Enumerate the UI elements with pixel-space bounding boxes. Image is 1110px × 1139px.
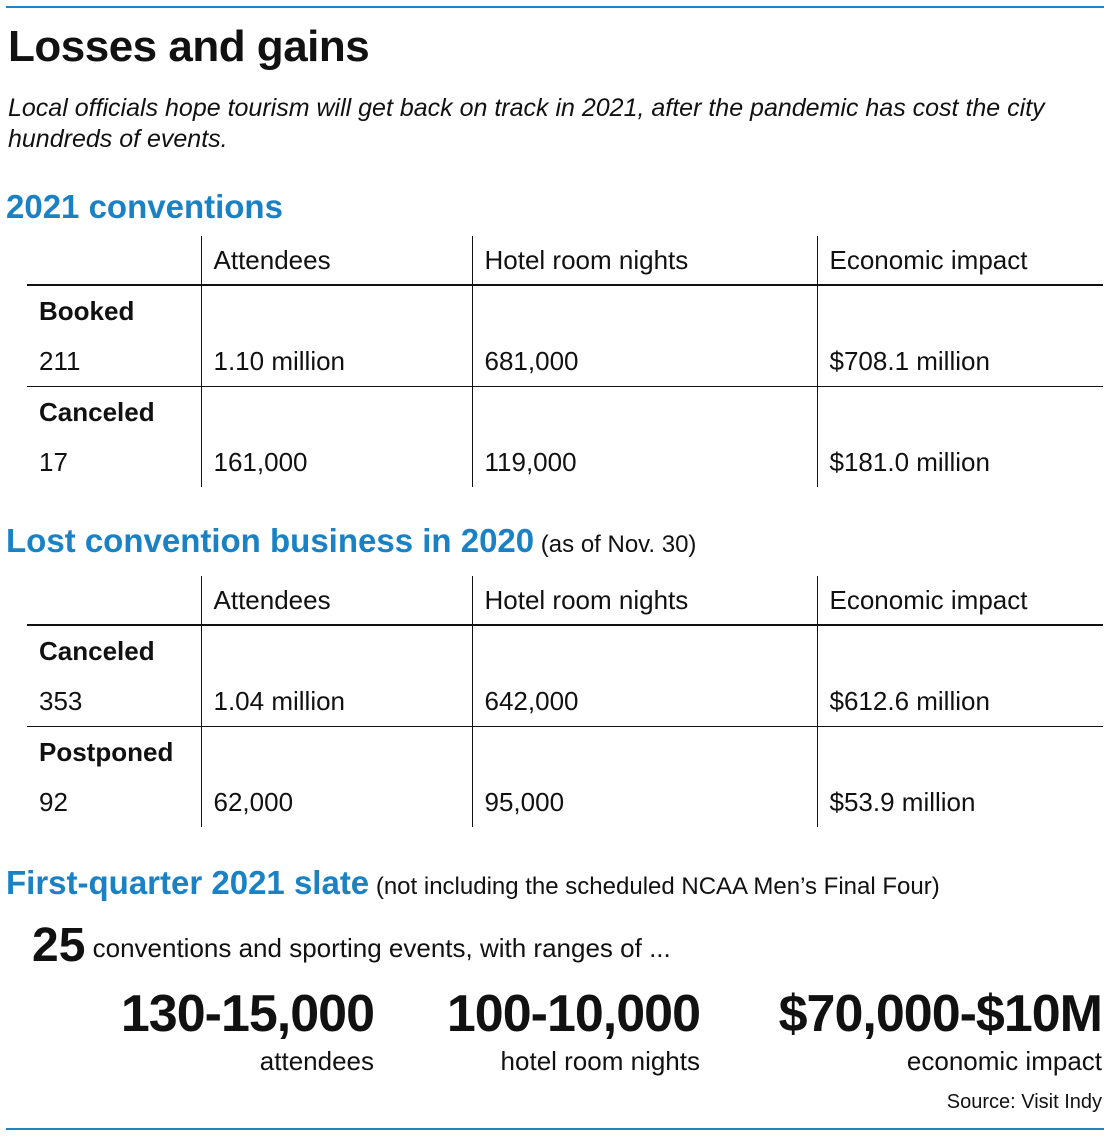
count-cell: 211 xyxy=(27,336,201,387)
range-economic-impact: $70,000-$10M economic impact xyxy=(778,982,1103,1076)
header-economic-impact: Economic impact xyxy=(816,236,1103,286)
section-2020-title: Lost convention business in 2020 xyxy=(6,522,535,559)
range-value: 100-10,000 xyxy=(446,985,701,1043)
impact-cell: $612.6 million xyxy=(816,676,1103,727)
slate-count: 25 xyxy=(32,919,86,972)
group-label: Booked xyxy=(39,295,135,326)
range-value: $70,000-$10M xyxy=(778,985,1103,1043)
page-subtitle: Local officials hope tourism will get ba… xyxy=(8,94,1045,153)
section-2020-note: (as of Nov. 30) xyxy=(534,531,697,558)
header-blank xyxy=(27,576,201,626)
table-header-row: Attendees Hotel room nights Economic imp… xyxy=(27,576,1103,626)
slate-count-text: conventions and sporting events, with ra… xyxy=(85,933,671,963)
table-row: 17 161,000 119,000 $181.0 million xyxy=(27,437,1103,487)
range-attendees: 130-15,000 attendees xyxy=(120,982,375,1076)
header-blank xyxy=(27,236,201,286)
attendees-cell: 1.10 million xyxy=(200,336,472,387)
nights-cell: 119,000 xyxy=(471,437,817,487)
range-hotel-room-nights: 100-10,000 hotel room nights xyxy=(446,982,701,1076)
group-label: Canceled xyxy=(39,396,155,427)
impact-cell: $53.9 million xyxy=(816,777,1103,827)
attendees-cell: 161,000 xyxy=(200,437,472,487)
page-title: Losses and gains xyxy=(8,22,370,71)
range-label: economic impact xyxy=(906,1046,1102,1076)
group-label: Canceled xyxy=(39,635,155,666)
count-cell: 92 xyxy=(39,786,68,817)
header-hotel-room-nights: Hotel room nights xyxy=(471,236,817,286)
header-economic-impact: Economic impact xyxy=(816,576,1103,626)
nights-cell: 95,000 xyxy=(471,777,817,827)
slate-note: (not including the scheduled NCAA Men’s … xyxy=(369,873,940,900)
slate-title: First-quarter 2021 slate xyxy=(6,864,370,901)
header-attendees: Attendees xyxy=(200,576,472,626)
table-row: Canceled xyxy=(27,386,1103,437)
header-attendees: Attendees xyxy=(200,236,472,286)
table-row: 353 1.04 million 642,000 $612.6 million xyxy=(27,676,1103,727)
table-row: 92 62,000 95,000 $53.9 million xyxy=(27,777,1103,827)
table-row: Canceled xyxy=(27,625,1103,676)
table-2020-lost-business: Attendees Hotel room nights Economic imp… xyxy=(27,576,1103,827)
top-rule xyxy=(6,6,1104,8)
count-cell: 353 xyxy=(27,676,201,727)
bottom-rule xyxy=(6,1128,1104,1130)
table-header-row: Attendees Hotel room nights Economic imp… xyxy=(27,236,1103,286)
group-label: Postponed xyxy=(39,736,174,767)
impact-cell: $708.1 million xyxy=(816,336,1103,387)
range-label: attendees xyxy=(259,1046,374,1076)
attendees-cell: 62,000 xyxy=(200,777,472,827)
attendees-cell: 1.04 million xyxy=(200,676,472,727)
section-2021-title: 2021 conventions xyxy=(6,188,283,225)
source-credit: Source: Visit Indy xyxy=(946,1091,1102,1113)
table-row: 211 1.10 million 681,000 $708.1 million xyxy=(27,336,1103,387)
range-value: 130-15,000 xyxy=(120,985,375,1043)
nights-cell: 681,000 xyxy=(471,336,817,387)
table-row: Postponed xyxy=(27,726,1103,777)
slate-summary: 25 conventions and sporting events, with… xyxy=(32,918,671,973)
range-label: hotel room nights xyxy=(500,1046,700,1076)
slate-heading: First-quarter 2021 slate (not including … xyxy=(6,864,940,902)
impact-cell: $181.0 million xyxy=(816,437,1103,487)
nights-cell: 642,000 xyxy=(471,676,817,727)
table-2021-conventions: Attendees Hotel room nights Economic imp… xyxy=(27,236,1103,487)
count-cell: 17 xyxy=(39,446,68,477)
header-hotel-room-nights: Hotel room nights xyxy=(471,576,817,626)
section-2020-heading: Lost convention business in 2020 (as of … xyxy=(6,522,696,560)
section-2021-heading: 2021 conventions xyxy=(6,188,283,226)
table-row: Booked xyxy=(27,285,1103,336)
